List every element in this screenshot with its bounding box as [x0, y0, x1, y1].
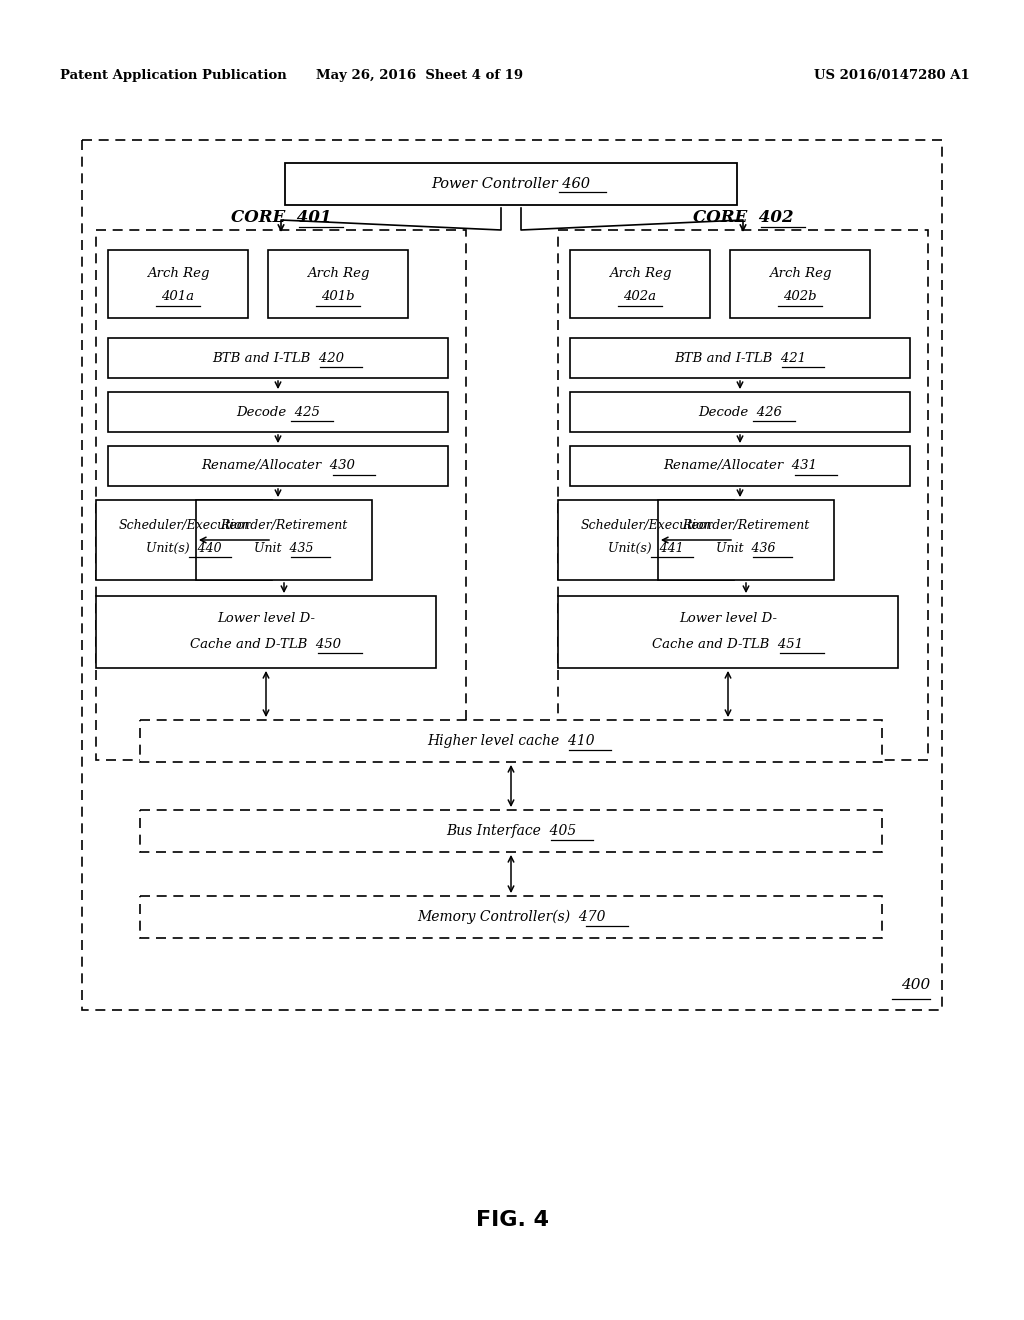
- Text: 402b: 402b: [783, 290, 817, 304]
- Bar: [730, 249, 870, 318]
- Text: 402a: 402a: [624, 290, 656, 304]
- Text: Arch Reg: Arch Reg: [769, 268, 831, 281]
- Text: Memory Controller(s)  470: Memory Controller(s) 470: [417, 909, 605, 924]
- Text: 401b: 401b: [322, 290, 354, 304]
- Bar: [196, 500, 372, 579]
- Text: Cache and D-TLB  450: Cache and D-TLB 450: [190, 638, 341, 651]
- Text: Scheduler/Execution: Scheduler/Execution: [581, 519, 712, 532]
- Text: FIG. 4: FIG. 4: [475, 1210, 549, 1230]
- Bar: [96, 500, 272, 579]
- Bar: [570, 338, 910, 378]
- Bar: [140, 719, 882, 762]
- Text: CORE  402: CORE 402: [692, 210, 794, 227]
- Text: BTB and I-TLB  421: BTB and I-TLB 421: [674, 351, 806, 364]
- Text: Scheduler/Execution: Scheduler/Execution: [118, 519, 250, 532]
- Text: Reorder/Retirement: Reorder/Retirement: [682, 519, 810, 532]
- Text: Arch Reg: Arch Reg: [307, 268, 370, 281]
- Text: Higher level cache  410: Higher level cache 410: [427, 734, 595, 748]
- Bar: [558, 597, 898, 668]
- Text: Lower level D-: Lower level D-: [679, 611, 777, 624]
- Bar: [140, 810, 882, 851]
- Text: 400: 400: [901, 978, 930, 993]
- Text: May 26, 2016  Sheet 4 of 19: May 26, 2016 Sheet 4 of 19: [316, 69, 523, 82]
- Bar: [570, 446, 910, 486]
- Bar: [570, 392, 910, 432]
- Text: Unit(s)  440: Unit(s) 440: [146, 541, 222, 554]
- Bar: [558, 230, 928, 760]
- Bar: [140, 896, 882, 939]
- Text: BTB and I-TLB  420: BTB and I-TLB 420: [212, 351, 344, 364]
- Text: Lower level D-: Lower level D-: [217, 611, 315, 624]
- Text: Unit(s)  441: Unit(s) 441: [608, 541, 684, 554]
- Bar: [96, 597, 436, 668]
- Bar: [108, 446, 449, 486]
- Text: Arch Reg: Arch Reg: [146, 268, 209, 281]
- Text: Patent Application Publication: Patent Application Publication: [60, 69, 287, 82]
- Bar: [108, 392, 449, 432]
- Bar: [108, 338, 449, 378]
- Text: Rename/Allocater  430: Rename/Allocater 430: [201, 459, 355, 473]
- Text: 401a: 401a: [162, 290, 195, 304]
- Bar: [658, 500, 834, 579]
- Bar: [96, 230, 466, 760]
- Bar: [570, 249, 710, 318]
- Text: Cache and D-TLB  451: Cache and D-TLB 451: [652, 638, 804, 651]
- Text: Unit  436: Unit 436: [716, 541, 776, 554]
- Text: Rename/Allocater  431: Rename/Allocater 431: [664, 459, 817, 473]
- Text: CORE  401: CORE 401: [230, 210, 332, 227]
- Text: Bus Interface  405: Bus Interface 405: [445, 824, 577, 838]
- Bar: [82, 140, 942, 1010]
- Text: Arch Reg: Arch Reg: [608, 268, 672, 281]
- Bar: [268, 249, 408, 318]
- Text: Power Controller 460: Power Controller 460: [431, 177, 591, 191]
- Bar: [558, 500, 734, 579]
- Bar: [108, 249, 248, 318]
- Text: Unit  435: Unit 435: [254, 541, 313, 554]
- Text: Reorder/Retirement: Reorder/Retirement: [220, 519, 347, 532]
- Text: Decode  425: Decode 425: [237, 405, 319, 418]
- Text: US 2016/0147280 A1: US 2016/0147280 A1: [814, 69, 970, 82]
- Text: Decode  426: Decode 426: [698, 405, 782, 418]
- Bar: [285, 162, 737, 205]
